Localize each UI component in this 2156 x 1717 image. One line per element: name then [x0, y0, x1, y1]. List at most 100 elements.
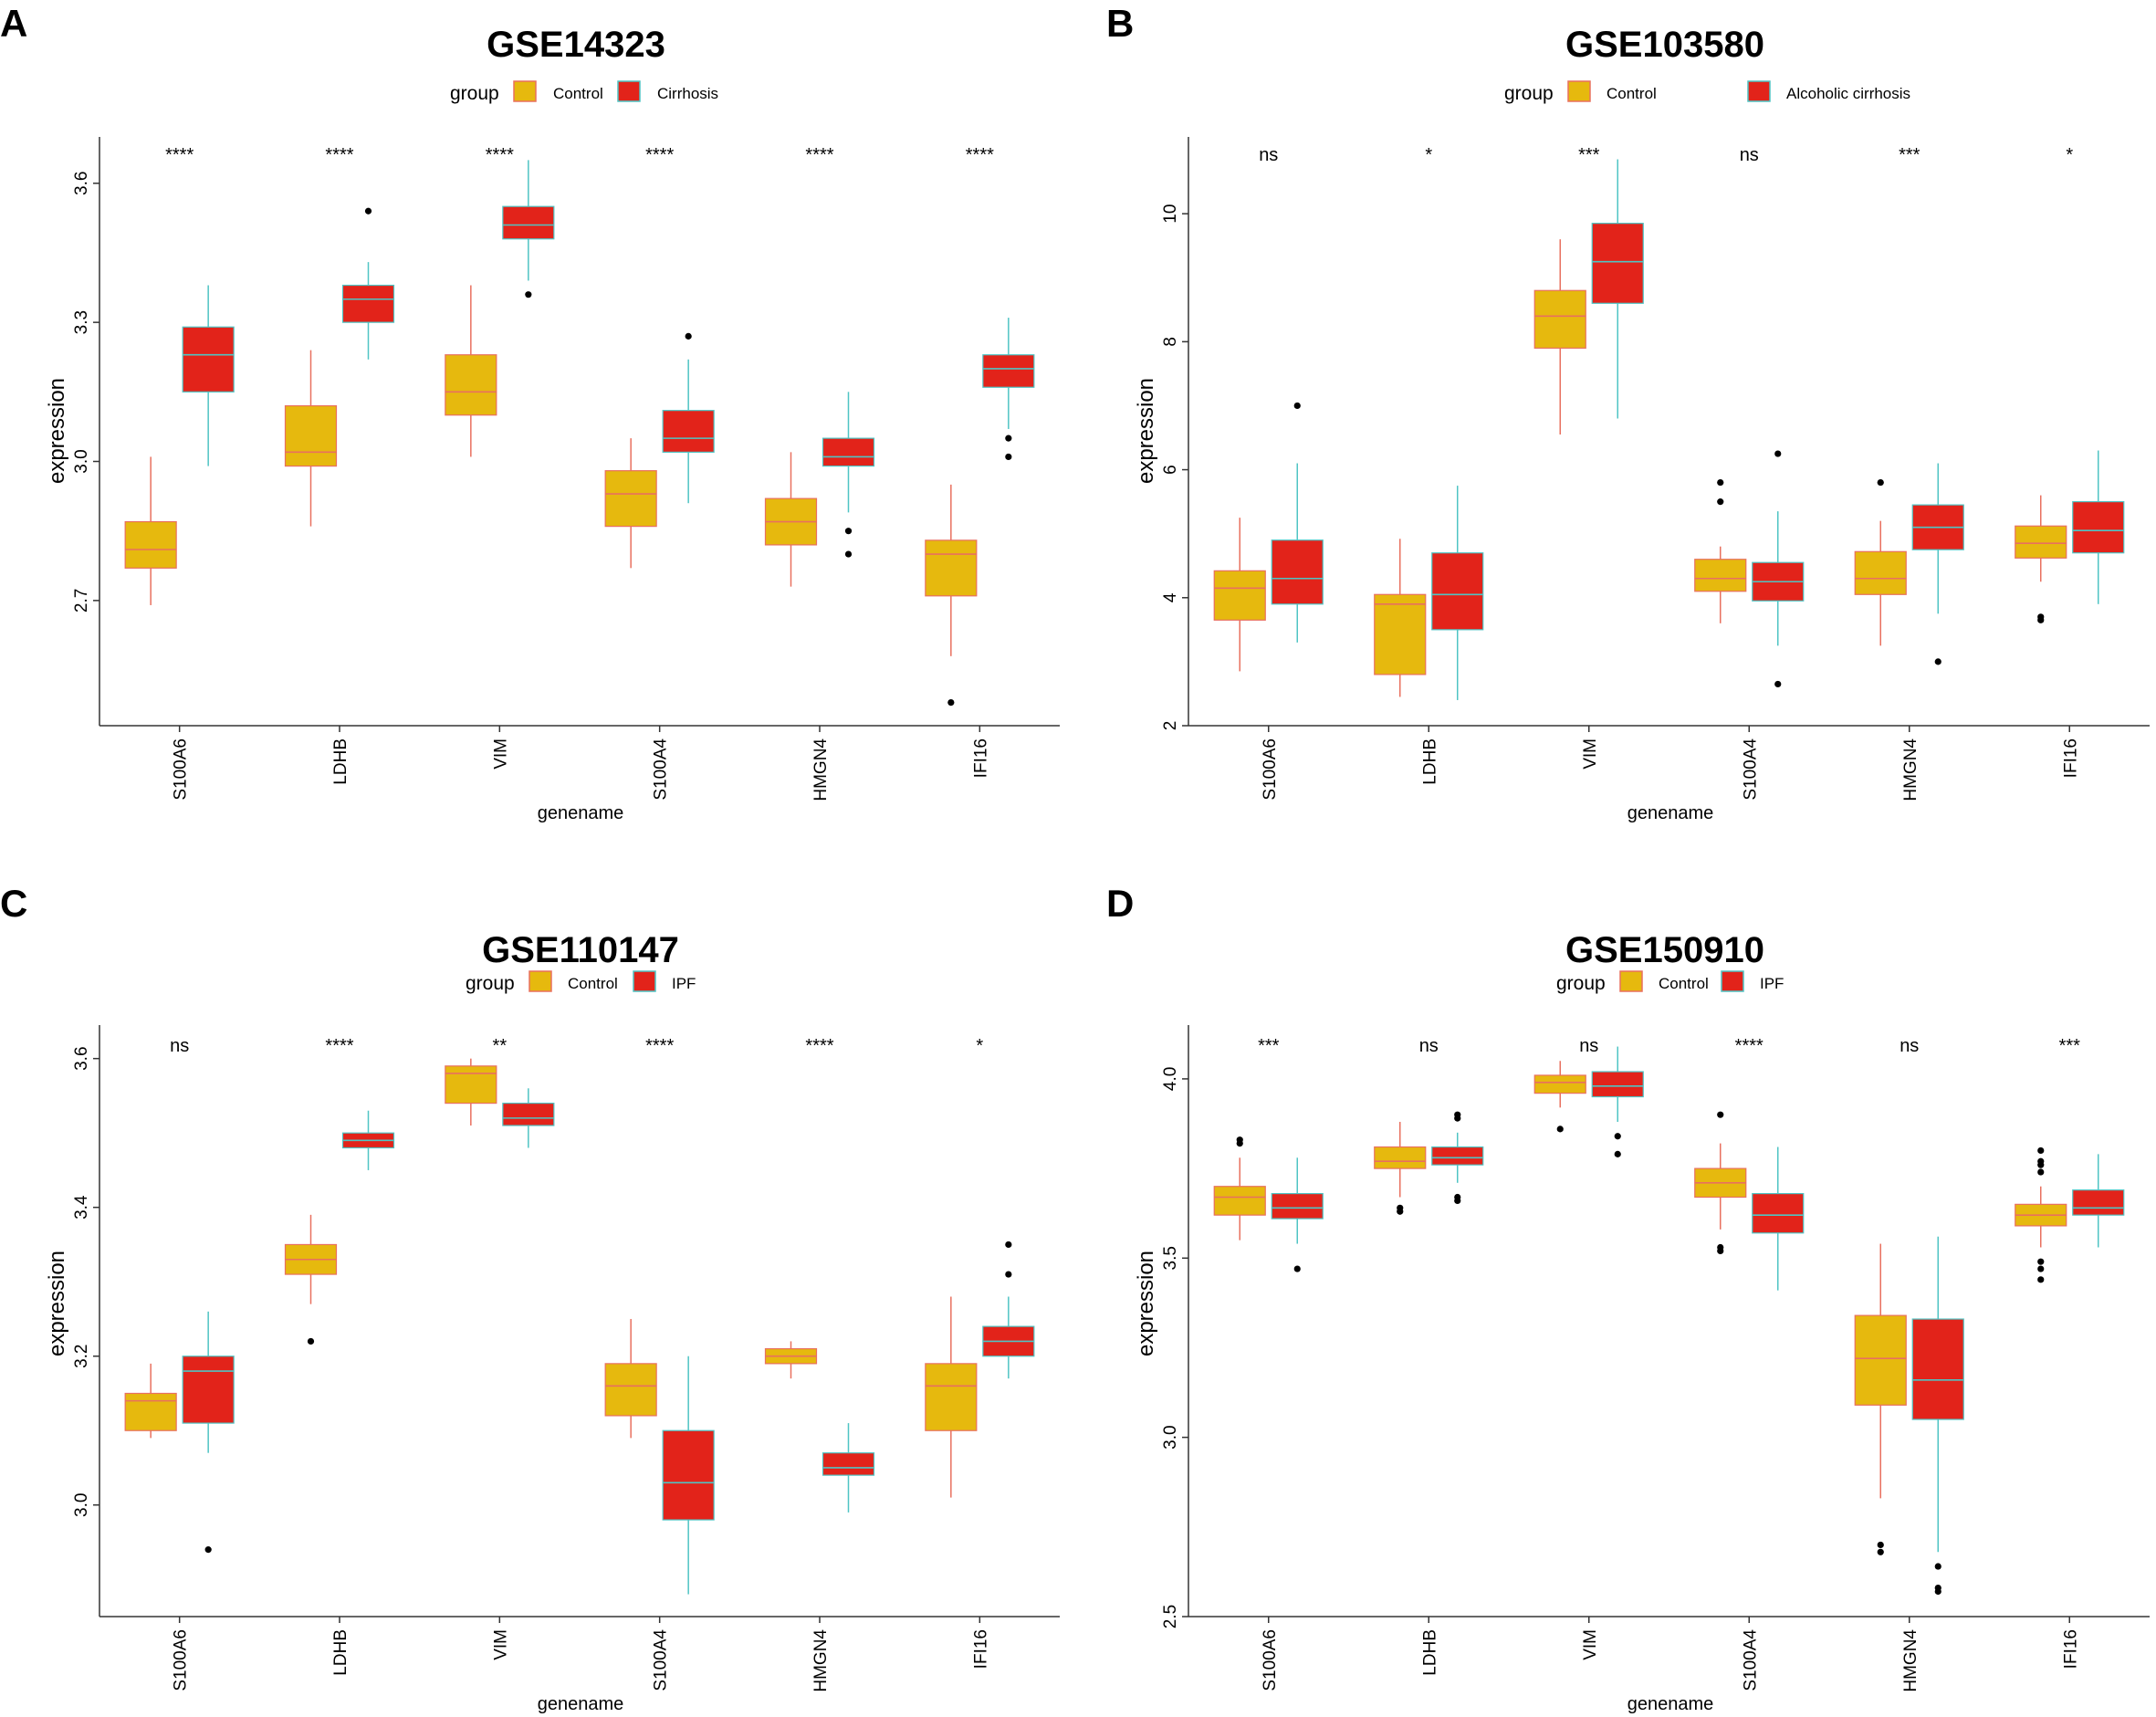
outlier-point — [2037, 616, 2045, 623]
y-tick-label: 3.6 — [72, 1046, 91, 1070]
box-control — [1533, 1061, 1586, 1133]
outlier-point — [1005, 1271, 1012, 1278]
outlier-point — [844, 528, 853, 535]
box-ipf — [822, 1423, 875, 1513]
panel-title: GSE14323 — [487, 25, 665, 65]
significance-label: * — [1425, 145, 1432, 165]
y-tick-label: 4.0 — [1161, 1067, 1180, 1091]
legend-title: group — [1556, 973, 1606, 994]
outlier-point — [1717, 1111, 1724, 1118]
x-tick-label: LDHB — [1420, 738, 1439, 785]
outlier-point — [2037, 1258, 2045, 1265]
legend-title: group — [450, 83, 499, 104]
outlier-point — [1717, 498, 1724, 506]
box-body — [1911, 1318, 1964, 1420]
box-body — [662, 410, 715, 453]
panel-title: GSE110147 — [482, 930, 679, 970]
y-tick-label: 2.5 — [1161, 1605, 1180, 1628]
box-body — [662, 1429, 715, 1521]
outlier-point — [2037, 1276, 2045, 1283]
y-tick-label: 3.4 — [72, 1195, 91, 1220]
outlier-point — [1934, 1587, 1941, 1596]
x-tick-label: IFI16 — [2061, 738, 2080, 778]
x-tick-label: HMGN4 — [1901, 738, 1921, 801]
significance-label: **** — [165, 145, 194, 165]
y-axis-label: expression — [45, 1251, 69, 1356]
legend-title: group — [1504, 83, 1554, 104]
x-tick-label: S100A4 — [652, 738, 671, 801]
box-layer — [1182, 137, 2150, 732]
outlier-point — [204, 1546, 212, 1554]
box-body — [124, 1392, 177, 1431]
x-tick-label: VIM — [1581, 738, 1600, 770]
x-tick-label: VIM — [491, 1629, 510, 1660]
box-body — [925, 1363, 978, 1431]
panel-title: GSE150910 — [1565, 930, 1764, 970]
significance-label: ns — [1419, 1036, 1439, 1056]
box-body — [445, 354, 497, 416]
box-alcoholic-cirrhosis — [1752, 450, 1805, 688]
legend-label-case: IPF — [1760, 975, 1784, 992]
x-tick-label: IFI16 — [2061, 1629, 2080, 1669]
legend-label-case: IPF — [672, 975, 696, 992]
tick-layer: 2 4 6 8 10 S100A6 LDHB VIM S100A4 HMGN4 … — [1161, 145, 2080, 801]
box-control — [445, 1058, 497, 1126]
significance-label: ns — [170, 1036, 189, 1056]
significance-label: ** — [493, 1036, 508, 1056]
outlier-point — [1877, 1541, 1884, 1549]
significance-label: **** — [1735, 1036, 1764, 1056]
tick-layer: 2.5 3.0 3.5 4.0 S100A6 LDHB VIM S100A4 H… — [1161, 1036, 2080, 1692]
box-body — [2015, 525, 2067, 559]
legend-swatch-case — [1747, 80, 1771, 102]
box-control — [604, 438, 657, 569]
legend-swatch-case — [617, 80, 641, 102]
significance-label: * — [976, 1036, 983, 1056]
x-tick-label: S100A6 — [1261, 738, 1280, 801]
y-tick-label: 3.2 — [72, 1345, 91, 1368]
significance-label: **** — [645, 1036, 674, 1056]
box-body — [1374, 1146, 1427, 1169]
box-body — [982, 354, 1035, 388]
outlier-point — [1293, 1265, 1301, 1272]
x-tick-label: HMGN4 — [811, 738, 831, 801]
box-control — [1694, 1111, 1747, 1255]
outlier-point — [307, 1337, 315, 1345]
outlier-point — [1454, 1115, 1461, 1122]
box-control — [1374, 1122, 1427, 1215]
tick-layer: 2.7 3.0 3.3 3.6 S100A6 LDHB VIM S100A4 H… — [72, 145, 994, 801]
y-axis-label: expression — [1134, 378, 1158, 484]
outlier-point — [2037, 1146, 2045, 1155]
box-control — [604, 1318, 657, 1439]
box-control — [1374, 539, 1427, 697]
outlier-point — [1877, 1548, 1884, 1555]
box-alcoholic-cirrhosis — [2072, 450, 2125, 604]
significance-label: **** — [325, 1036, 353, 1056]
x-axis-label: genename — [538, 1694, 624, 1714]
panel-letter: A — [0, 2, 27, 45]
x-tick-label: LDHB — [331, 1629, 351, 1676]
x-tick-label: S100A4 — [652, 1629, 671, 1691]
outlier-point — [1877, 478, 1884, 487]
x-tick-label: S100A4 — [1741, 738, 1760, 801]
legend-label-control: Control — [568, 975, 618, 992]
box-body — [1591, 1071, 1644, 1098]
box-control — [284, 350, 338, 527]
box-body — [1752, 1192, 1805, 1234]
significance-label: * — [2066, 145, 2073, 165]
legend-swatch-control — [529, 970, 552, 992]
box-control — [1533, 239, 1586, 435]
box-body — [284, 404, 338, 467]
box-cirrhosis — [341, 207, 395, 360]
box-control — [1854, 1243, 1907, 1555]
y-tick-label: 3.0 — [72, 1493, 91, 1517]
box-body — [1271, 539, 1324, 605]
box-ipf — [662, 1356, 715, 1595]
box-body — [925, 539, 978, 597]
legend-swatch-control — [513, 80, 537, 102]
x-tick-label: VIM — [1581, 1629, 1600, 1660]
y-tick-label: 2.7 — [72, 589, 91, 612]
outlier-point — [1774, 450, 1782, 457]
outlier-point — [1614, 1150, 1621, 1157]
x-tick-label: HMGN4 — [811, 1629, 831, 1692]
outlier-point — [1774, 680, 1782, 688]
